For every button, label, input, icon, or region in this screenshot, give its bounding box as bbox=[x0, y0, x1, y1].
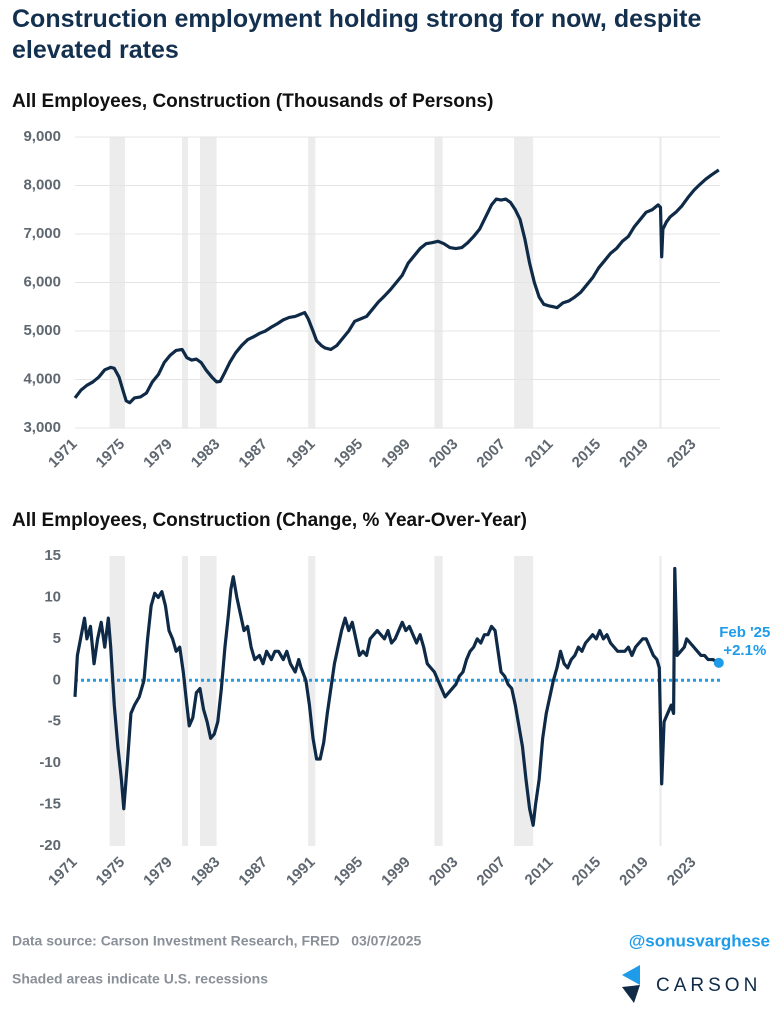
x-tick-label: 1995 bbox=[331, 854, 367, 890]
y-tick-label: 8,000 bbox=[23, 176, 61, 193]
x-tick-label: 2007 bbox=[473, 854, 509, 890]
last-point bbox=[713, 657, 724, 668]
x-tick-label: 1991 bbox=[283, 436, 319, 472]
y-tick-label: 4,000 bbox=[23, 370, 61, 387]
x-tick-label: 1975 bbox=[93, 436, 129, 472]
source-note: Data source: Carson Investment Research,… bbox=[12, 933, 422, 949]
page-title: Construction employment holding strong f… bbox=[12, 5, 709, 64]
chart-subtitle: All Employees, Construction (Change, % Y… bbox=[12, 510, 527, 531]
y-tick-label: 6,000 bbox=[23, 273, 61, 290]
y-tick-label: -15 bbox=[39, 796, 61, 813]
x-tick-label: 1987 bbox=[235, 436, 271, 472]
x-tick-label: 2003 bbox=[426, 436, 462, 472]
recession-band bbox=[434, 556, 443, 846]
x-tick-label: 2011 bbox=[522, 436, 557, 471]
x-tick-label: 1999 bbox=[378, 436, 414, 472]
data-line bbox=[73, 566, 720, 827]
x-tick-label: 2007 bbox=[473, 436, 509, 472]
recession-band bbox=[199, 556, 217, 846]
annotation-label: Feb '25 bbox=[719, 624, 770, 641]
y-tick-label: 5 bbox=[53, 630, 61, 647]
x-tick-label: 2023 bbox=[664, 854, 700, 890]
logo-icon bbox=[622, 965, 640, 1003]
x-tick-label: 2019 bbox=[616, 854, 652, 890]
y-tick-label: -20 bbox=[39, 837, 61, 854]
x-tick-label: 1971 bbox=[45, 436, 81, 472]
recession-note: Shaded areas indicate U.S. recessions bbox=[12, 971, 268, 987]
x-tick-label: 1979 bbox=[140, 854, 176, 890]
x-tick-label: 1995 bbox=[331, 436, 367, 472]
x-tick-label: 2023 bbox=[664, 436, 700, 472]
y-tick-label: 5,000 bbox=[23, 322, 61, 339]
y-tick-label: 15 bbox=[44, 547, 61, 564]
y-tick-label: 10 bbox=[44, 588, 61, 605]
y-tick-label: -5 bbox=[48, 713, 61, 730]
y-tick-label: -10 bbox=[39, 754, 61, 771]
y-tick-label: 7,000 bbox=[23, 225, 61, 242]
x-tick-label: 2003 bbox=[426, 854, 462, 890]
logo-text: CARSON bbox=[656, 975, 761, 996]
handle: @sonusvarghese bbox=[629, 931, 770, 950]
data-line bbox=[73, 168, 720, 405]
x-tick-label: 1975 bbox=[93, 854, 129, 890]
x-tick-label: 1999 bbox=[378, 854, 414, 890]
annotation-value: +2.1% bbox=[723, 642, 766, 659]
x-tick-label: 1987 bbox=[235, 854, 271, 890]
y-tick-label: 9,000 bbox=[23, 128, 61, 145]
recession-band bbox=[514, 556, 534, 846]
x-tick-label: 2015 bbox=[569, 854, 605, 890]
x-tick-label: 1983 bbox=[188, 436, 224, 472]
recession-band bbox=[308, 556, 316, 846]
x-tick-label: 1983 bbox=[188, 854, 224, 890]
x-tick-label: 1979 bbox=[140, 436, 176, 472]
x-tick-label: 2011 bbox=[522, 854, 557, 889]
x-tick-label: 1971 bbox=[45, 854, 81, 890]
chart-subtitle: All Employees, Construction (Thousands o… bbox=[12, 91, 493, 112]
y-tick-label: 3,000 bbox=[23, 419, 61, 436]
x-tick-label: 2015 bbox=[569, 436, 605, 472]
x-tick-label: 2019 bbox=[616, 436, 652, 472]
y-tick-label: 0 bbox=[53, 671, 61, 688]
x-tick-label: 1991 bbox=[283, 854, 319, 890]
